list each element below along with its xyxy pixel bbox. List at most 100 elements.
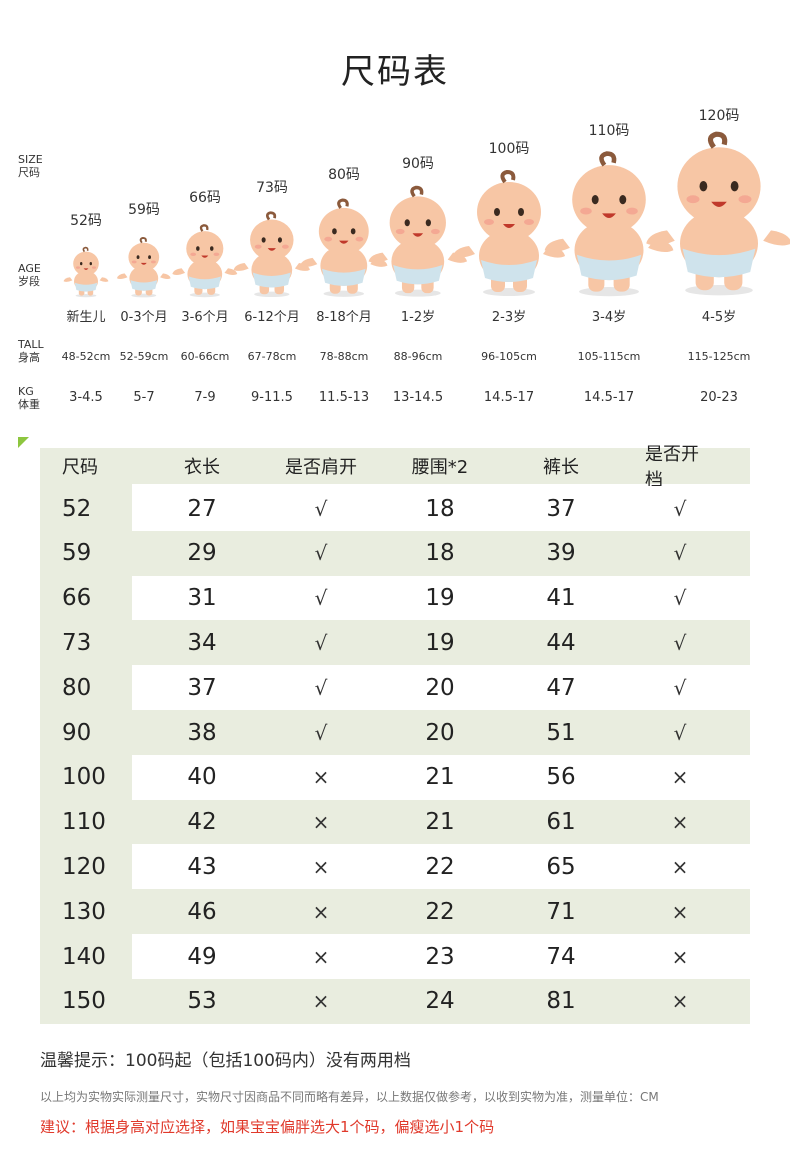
height-range: 78-88cm	[319, 350, 369, 363]
height-range: 105-115cm	[577, 350, 641, 363]
age-range: 1-2岁	[400, 310, 436, 325]
table-cell: √	[314, 496, 328, 521]
table-cell: √	[673, 720, 687, 745]
table-row: 100 40 × 21 56 ×	[62, 754, 750, 800]
table-cell: 61	[546, 809, 576, 836]
table-header-cell: 尺码	[62, 457, 98, 478]
kg-label-cn: 体重	[18, 398, 40, 411]
table-cell: 80	[62, 674, 92, 701]
height-range: 67-78cm	[247, 350, 297, 363]
table-cell: 24	[425, 988, 455, 1015]
size-code-label: 110码	[588, 123, 630, 139]
table-cell: 19	[425, 629, 455, 656]
measurement-note: 以上均为实物实际测量尺寸，实物尺寸因商品不同而略有差异，以上数据仅做参考，以收到…	[40, 1090, 659, 1104]
table-cell: √	[673, 541, 687, 566]
size-label: SIZE 尺码	[18, 153, 43, 179]
baby-illustration	[231, 210, 313, 302]
table-cell: ×	[312, 854, 330, 879]
table-cell: 120	[62, 853, 106, 880]
age-range: 8-18个月	[316, 310, 372, 325]
table-cell: 56	[546, 764, 576, 791]
table-cell: 44	[546, 629, 576, 656]
table-cell: 90	[62, 719, 92, 746]
tall-label: TALL 身高	[18, 338, 44, 364]
table-cell: ×	[312, 899, 330, 924]
table-cell: 74	[546, 943, 576, 970]
table-row: 66 31 √ 19 41 √	[62, 575, 750, 621]
baby-illustration	[641, 129, 790, 302]
tip-text: 温馨提示：100码起（包括100码内）没有两用档	[40, 1051, 411, 1071]
age-range: 4-5岁	[701, 310, 737, 325]
table-header-cell: 裤长	[543, 457, 579, 478]
table-cell: √	[314, 541, 328, 566]
table-cell: 53	[187, 988, 217, 1015]
table-cell: √	[314, 720, 328, 745]
table-cell: √	[673, 630, 687, 655]
size-code-label: 100码	[488, 141, 530, 157]
table-cell: 150	[62, 988, 106, 1015]
table-cell: 21	[425, 764, 455, 791]
table-cell: 20	[425, 674, 455, 701]
age-range: 6-12个月	[244, 310, 300, 325]
height-range: 52-59cm	[119, 350, 169, 363]
table-cell: ×	[671, 810, 689, 835]
table-cell: ×	[312, 765, 330, 790]
table-cell: 22	[425, 898, 455, 925]
height-range: 60-66cm	[180, 350, 230, 363]
table-cell: ×	[312, 944, 330, 969]
table-cell: 130	[62, 898, 106, 925]
table-cell: ×	[312, 989, 330, 1014]
age-label: AGE 岁段	[18, 262, 41, 288]
weight-range: 9-11.5	[251, 390, 293, 405]
table-header-cell: 腰围*2	[411, 457, 469, 478]
table-cell: 73	[62, 629, 92, 656]
table-row: 80 37 √ 20 47 √	[62, 665, 750, 711]
table-cell: 38	[187, 719, 217, 746]
table-row: 130 46 × 22 71 ×	[40, 889, 750, 935]
table-cell: 49	[187, 943, 217, 970]
size-code-label: 120码	[698, 108, 740, 124]
table-cell: 41	[546, 585, 576, 612]
table-cell: ×	[671, 899, 689, 924]
size-code-label: 73码	[256, 180, 288, 196]
age-label-en: AGE	[18, 262, 41, 275]
table-row: 150 53 × 24 81 ×	[40, 978, 750, 1024]
size-label-cn: 尺码	[18, 166, 40, 179]
age-label-cn: 岁段	[18, 275, 40, 288]
weight-range: 5-7	[133, 390, 155, 405]
table-cell: 51	[546, 719, 576, 746]
table-cell: 47	[546, 674, 576, 701]
table-cell: 71	[546, 898, 576, 925]
table-cell: 29	[187, 540, 217, 567]
tall-label-cn: 身高	[18, 351, 40, 364]
table-row: 120 43 × 22 65 ×	[62, 844, 750, 890]
weight-range: 20-23	[700, 390, 738, 405]
table-row: 110 42 × 21 61 ×	[40, 799, 750, 845]
table-cell: 140	[62, 943, 106, 970]
age-range: 新生儿	[66, 310, 106, 325]
weight-range: 14.5-17	[483, 390, 535, 405]
table-cell: 22	[425, 853, 455, 880]
table-cell: 52	[62, 495, 92, 522]
table-cell: 31	[187, 585, 217, 612]
table-row: 59 29 √ 18 39 √	[40, 530, 750, 576]
table-cell: 42	[187, 809, 217, 836]
table-cell: 23	[425, 943, 455, 970]
table-cell: 20	[425, 719, 455, 746]
table-cell: √	[314, 630, 328, 655]
baby-illustration	[115, 236, 173, 302]
table-cell: 39	[546, 540, 576, 567]
table-cell: 18	[425, 540, 455, 567]
height-range: 115-125cm	[687, 350, 751, 363]
table-row: 140 49 × 23 74 ×	[62, 934, 750, 979]
table-cell: ×	[671, 854, 689, 879]
table-cell: 100	[62, 764, 106, 791]
table-cell: 37	[546, 495, 576, 522]
size-code-label: 90码	[402, 156, 434, 172]
baby-illustration	[449, 168, 569, 302]
table-cell: 40	[187, 764, 217, 791]
size-code-label: 59码	[128, 202, 160, 218]
weight-range: 14.5-17	[583, 390, 635, 405]
table-cell: √	[314, 586, 328, 611]
table-cell: √	[673, 496, 687, 521]
